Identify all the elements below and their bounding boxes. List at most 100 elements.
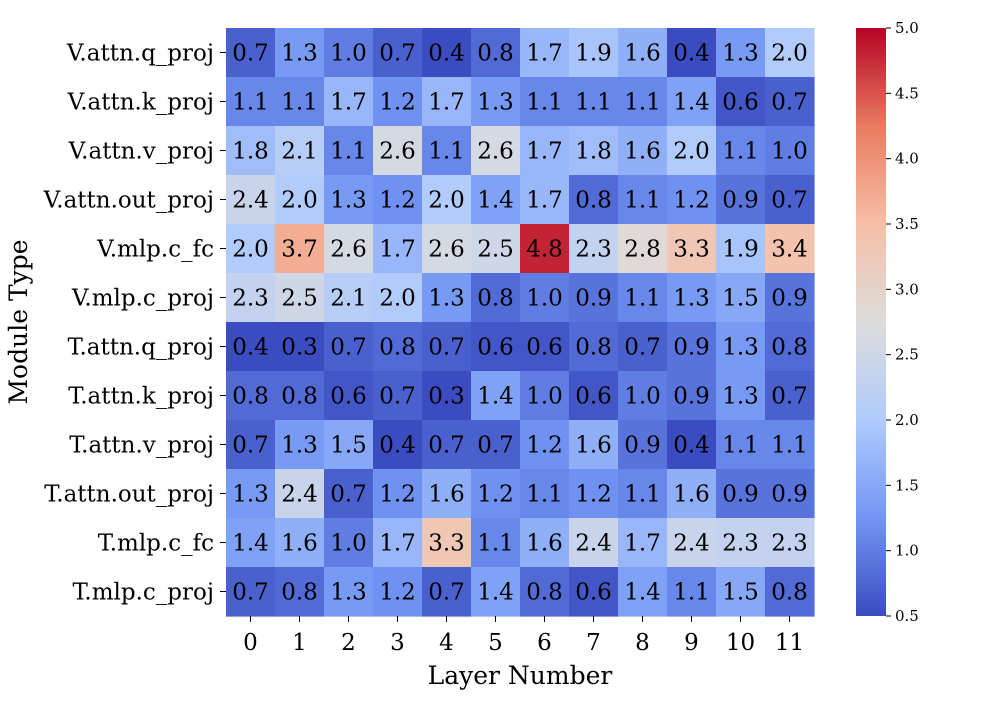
- heatmap-cell: [569, 371, 619, 421]
- heatmap-cell: [716, 28, 766, 78]
- colorbar-tick-label: 1.5: [895, 476, 919, 494]
- cell-value-label: 1.1: [624, 286, 661, 312]
- heatmap-cell: [667, 175, 717, 225]
- heatmap-cell: [373, 175, 423, 225]
- heatmap-cell: [716, 77, 766, 127]
- heatmap-cell: [275, 77, 325, 127]
- heatmap-cell: [226, 567, 276, 617]
- cell-value-label: 1.3: [232, 482, 269, 508]
- y-axis-ticks: V.attn.q_proj V.attn.k_proj V.attn.v_proj V…: [43, 41, 226, 606]
- heatmap-cell: [667, 567, 717, 617]
- cell-value-label: 0.8: [281, 580, 318, 606]
- cell-value-label: 0.4: [379, 433, 416, 459]
- cell-value-label: 1.6: [673, 482, 710, 508]
- colorbar-tick-label: 4.0: [895, 150, 919, 168]
- cell-value-label: 0.7: [771, 384, 808, 410]
- heatmap-cell: [471, 420, 521, 470]
- cell-value-label: 1.4: [624, 580, 661, 606]
- cell-value-label: 1.6: [526, 531, 563, 557]
- heatmap-cell: [471, 77, 521, 127]
- cell-value-label: 1.0: [624, 384, 661, 410]
- heatmap-cell: [520, 77, 570, 127]
- cell-value-label: 0.9: [771, 482, 808, 508]
- heatmap-cell: [618, 175, 668, 225]
- cell-value-label: 1.3: [722, 335, 759, 361]
- y-tick-label: T.attn.q_proj: [67, 335, 214, 361]
- heatmap-cell: [765, 371, 815, 421]
- cell-value-label: 2.1: [330, 286, 367, 312]
- x-tick-label: 4: [439, 630, 454, 656]
- cell-value-label: 1.5: [330, 433, 367, 459]
- x-axis-label: Layer Number: [428, 661, 613, 690]
- heatmap-cell: [569, 322, 619, 372]
- heatmap-cell: [667, 224, 717, 274]
- cell-value-label: 2.3: [722, 531, 759, 557]
- cell-value-label: 1.4: [673, 90, 710, 116]
- cell-value-label: 0.7: [330, 335, 367, 361]
- cell-value-label: 0.8: [771, 335, 808, 361]
- heatmap-cell: [569, 175, 619, 225]
- heatmap-cell: [471, 28, 521, 78]
- heatmap-cell: [275, 28, 325, 78]
- cell-value-label: 1.1: [624, 188, 661, 214]
- heatmap-cell: [716, 469, 766, 519]
- cell-value-label: 1.9: [575, 41, 612, 67]
- y-tick-label: V.mlp.c_proj: [71, 286, 214, 312]
- heatmap-cell: [275, 420, 325, 470]
- heatmap-cell: [373, 469, 423, 519]
- colorbar-tick-label: 2.5: [895, 346, 919, 364]
- heatmap-cell: [226, 273, 276, 323]
- heatmap-cell: [716, 126, 766, 176]
- cell-value-label: 2.6: [379, 139, 416, 165]
- cell-value-label: 0.8: [575, 188, 612, 214]
- cell-value-label: 2.4: [281, 482, 318, 508]
- colorbar-tick-label: 0.5: [895, 607, 919, 625]
- heatmap-cell: [324, 224, 374, 274]
- cell-value-label: 2.3: [232, 286, 269, 312]
- cell-value-label: 2.0: [428, 188, 465, 214]
- cell-value-label: 1.3: [281, 433, 318, 459]
- heatmap-cell: [324, 77, 374, 127]
- heatmap-cell: [324, 567, 374, 617]
- cell-value-label: 1.1: [722, 139, 759, 165]
- cell-value-label: 2.0: [281, 188, 318, 214]
- y-tick-label: T.attn.out_proj: [44, 482, 214, 508]
- cell-value-label: 1.1: [624, 90, 661, 116]
- cell-value-label: 3.3: [673, 237, 710, 263]
- heatmap-cell: [716, 518, 766, 568]
- heatmap-cell: [618, 518, 668, 568]
- heatmap-cell: [765, 469, 815, 519]
- heatmap-cell: [373, 28, 423, 78]
- heatmap-cell: [275, 175, 325, 225]
- heatmap-cell: [667, 371, 717, 421]
- cell-value-label: 0.4: [673, 41, 710, 67]
- heatmap-cell: [373, 126, 423, 176]
- cell-value-label: 1.8: [232, 139, 269, 165]
- colorbar-tick-label: 2.0: [895, 411, 919, 429]
- cell-value-label: 0.7: [477, 433, 514, 459]
- cell-value-label: 2.4: [232, 188, 269, 214]
- heatmap-cell: [324, 28, 374, 78]
- cell-value-label: 0.9: [722, 188, 759, 214]
- x-tick-label: 9: [684, 630, 699, 656]
- cell-value-label: 1.0: [526, 286, 563, 312]
- cell-value-label: 0.8: [477, 286, 514, 312]
- heatmap-cell: [422, 371, 472, 421]
- cell-value-label: 1.2: [379, 90, 416, 116]
- colorbar-gradient: [856, 28, 886, 616]
- heatmap-cell: [324, 273, 374, 323]
- cell-value-label: 0.3: [281, 335, 318, 361]
- cell-value-label: 2.4: [575, 531, 612, 557]
- heatmap-cell: [226, 469, 276, 519]
- cell-value-label: 1.0: [771, 139, 808, 165]
- cell-value-label: 1.9: [722, 237, 759, 263]
- cell-value-label: 1.0: [330, 531, 367, 557]
- heatmap-cell: [520, 28, 570, 78]
- x-tick-label: 5: [488, 630, 503, 656]
- heatmap-cell: [520, 518, 570, 568]
- cell-value-label: 0.6: [477, 335, 514, 361]
- heatmap-cell: [618, 371, 668, 421]
- cell-value-label: 1.1: [526, 482, 563, 508]
- cell-value-label: 1.7: [379, 531, 416, 557]
